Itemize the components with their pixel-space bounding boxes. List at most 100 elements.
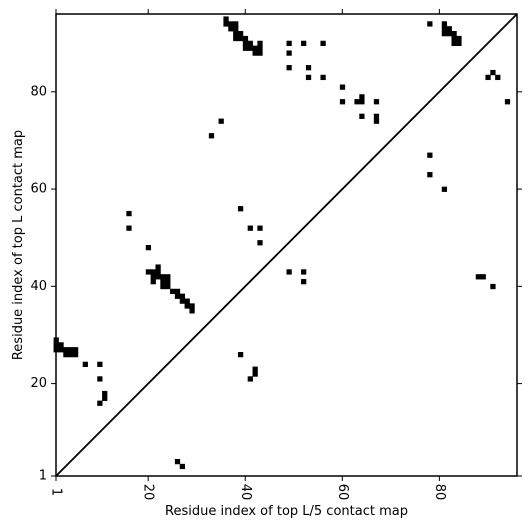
contact-cell-lower: [237, 351, 244, 358]
contact-cell-upper: [242, 45, 249, 51]
contact-cell-upper: [257, 40, 263, 47]
x-axis-ticks: 1 20 40 60 80: [49, 9, 447, 500]
contact-cell-upper: [233, 21, 239, 27]
contact-cell-upper: [247, 225, 253, 231]
contact-cell-lower: [252, 371, 258, 377]
contact-cell-lower: [150, 279, 156, 285]
contact-cell-upper: [441, 21, 448, 27]
contact-cell-upper: [257, 225, 263, 231]
contact-cell-lower: [97, 400, 103, 406]
contact-cell-upper: [252, 50, 258, 56]
x-axis-label: Residue index of top L/5 contact map: [165, 504, 408, 519]
contact-cell-upper: [228, 21, 234, 27]
contact-cell-upper: [359, 94, 365, 100]
contact-cell-lower: [179, 463, 185, 470]
contact-cell-upper: [441, 31, 448, 37]
contact-cell-upper: [237, 35, 244, 42]
contact-cell-upper: [456, 40, 462, 47]
contact-cell-upper: [247, 45, 253, 51]
contact-cell-lower: [155, 274, 161, 280]
contact-cell-upper: [441, 26, 448, 32]
contact-cell-upper: [446, 31, 452, 37]
contact-cell-upper: [485, 74, 491, 81]
contact-cell-upper: [451, 35, 457, 42]
contact-cell-lower: [301, 279, 307, 285]
x-tick-label: 1: [49, 488, 64, 496]
contact-cell-upper: [451, 40, 457, 47]
contact-cell-upper: [257, 50, 263, 56]
contact-cell-upper: [126, 225, 132, 231]
contact-cell-lower: [165, 274, 171, 280]
contact-cell-upper: [145, 245, 152, 251]
contact-cell-lower: [68, 347, 74, 353]
contact-cell-lower: [165, 283, 171, 290]
contact-cell-upper: [233, 26, 239, 32]
contact-cell-lower: [155, 269, 161, 275]
contact-cell-lower: [480, 274, 486, 280]
y-tick-label: 80: [30, 84, 47, 99]
contact-cells: [53, 16, 511, 470]
contact-cell-upper: [495, 74, 501, 81]
contact-cell-upper: [233, 35, 239, 42]
contact-cell-upper: [223, 16, 229, 22]
contact-cell-lower: [145, 269, 152, 275]
contact-cell-lower: [63, 347, 69, 353]
contact-cell-upper: [504, 99, 511, 105]
contact-cell-lower: [179, 293, 185, 299]
contact-cell-lower: [63, 351, 69, 358]
contact-cell-upper: [305, 74, 312, 81]
contact-cell-upper: [354, 99, 360, 105]
contact-cell-upper: [305, 65, 312, 71]
y-tick-label: 20: [30, 376, 47, 391]
contact-cell-upper: [320, 74, 326, 81]
contact-cell-upper: [373, 113, 380, 119]
contact-cell-lower: [170, 288, 176, 295]
contact-cell-upper: [257, 240, 263, 246]
contact-cell-lower: [160, 279, 166, 285]
y-axis-ticks: 1 20 40 60 80: [30, 84, 522, 484]
contact-cell-upper: [446, 26, 452, 32]
contact-cell-upper: [373, 118, 380, 124]
contact-cell-upper: [427, 21, 433, 27]
contact-cell-lower: [58, 342, 64, 348]
contact-cell-upper: [223, 21, 229, 27]
contact-cell-lower: [58, 347, 64, 353]
contact-cell-upper: [427, 152, 433, 158]
diagonal-line: [55, 13, 518, 477]
contact-cell-upper: [359, 113, 365, 119]
contact-cell-upper: [456, 35, 462, 42]
contact-cell-upper: [257, 45, 263, 51]
contact-cell-upper: [286, 50, 292, 56]
contact-cell-lower: [102, 395, 108, 402]
y-tick-label: 1: [39, 469, 47, 484]
contact-cell-upper: [208, 133, 215, 139]
y-axis-label: Residue index of top L contact map: [11, 130, 26, 360]
contact-cell-upper: [233, 31, 239, 37]
contact-cell-upper: [286, 40, 292, 47]
contact-cell-lower: [160, 274, 166, 280]
contact-cell-upper: [242, 40, 249, 47]
x-tick-label: 20: [141, 484, 156, 501]
contact-cell-lower: [184, 303, 190, 309]
plot-frame: [55, 13, 518, 477]
contact-cell-upper: [320, 40, 326, 47]
contact-cell-lower: [150, 274, 156, 280]
contact-cell-lower: [102, 390, 108, 397]
contact-cell-lower: [72, 347, 79, 353]
contact-cell-upper: [126, 210, 132, 217]
y-tick-label: 60: [30, 182, 47, 197]
contact-cell-upper: [237, 206, 244, 212]
contact-cell-upper: [441, 186, 448, 192]
contact-cell-lower: [252, 366, 258, 372]
contact-cell-upper: [237, 31, 244, 37]
contact-cell-upper: [247, 40, 253, 47]
contact-cell-lower: [247, 376, 253, 382]
contact-cell-lower: [174, 293, 181, 299]
contact-cell-lower: [179, 298, 185, 304]
contact-cell-lower: [174, 288, 181, 295]
contact-cell-lower: [189, 303, 195, 309]
contact-cell-lower: [150, 269, 156, 275]
x-tick-label: 80: [432, 484, 447, 501]
contact-cell-upper: [359, 99, 365, 105]
